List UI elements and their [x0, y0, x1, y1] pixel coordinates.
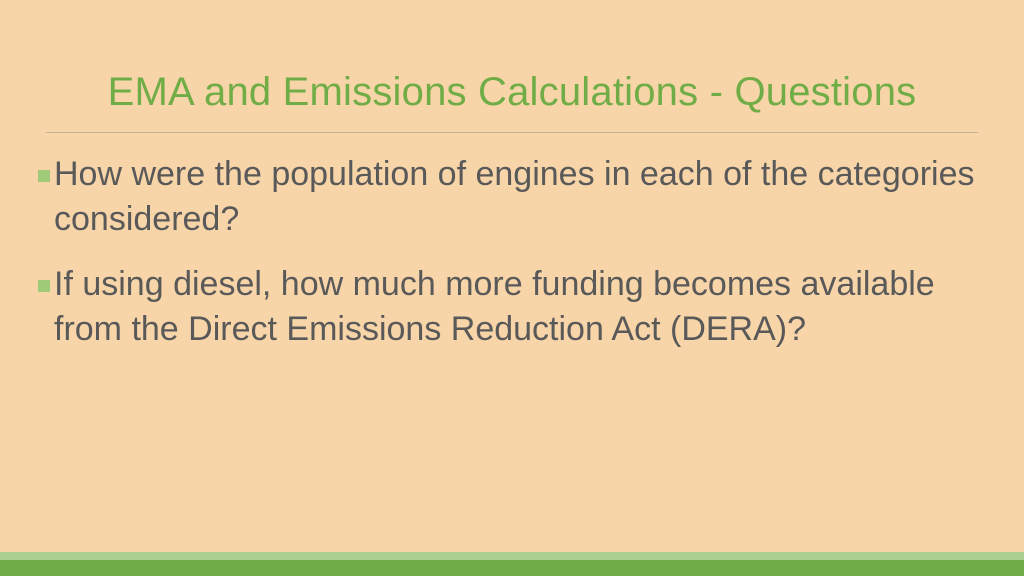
- square-bullet-icon: [38, 280, 50, 292]
- slide-body: How were the population of engines in ea…: [38, 152, 986, 372]
- footer-accent-bar-dark: [0, 560, 1024, 576]
- square-bullet-icon: [38, 170, 50, 182]
- bullet-text: If using diesel, how much more funding b…: [54, 262, 986, 352]
- title-divider: [46, 132, 978, 133]
- slide-title: EMA and Emissions Calculations - Questio…: [0, 70, 1024, 115]
- footer-accent-bar-light: [0, 552, 1024, 560]
- bullet-item: How were the population of engines in ea…: [38, 152, 986, 242]
- bullet-text: How were the population of engines in ea…: [54, 152, 986, 242]
- bullet-item: If using diesel, how much more funding b…: [38, 262, 986, 352]
- slide: EMA and Emissions Calculations - Questio…: [0, 0, 1024, 576]
